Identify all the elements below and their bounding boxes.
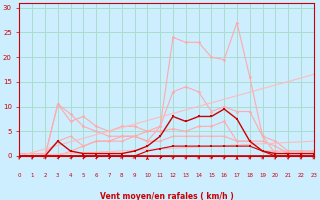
X-axis label: Vent moyen/en rafales ( km/h ): Vent moyen/en rafales ( km/h ) [100,192,234,200]
